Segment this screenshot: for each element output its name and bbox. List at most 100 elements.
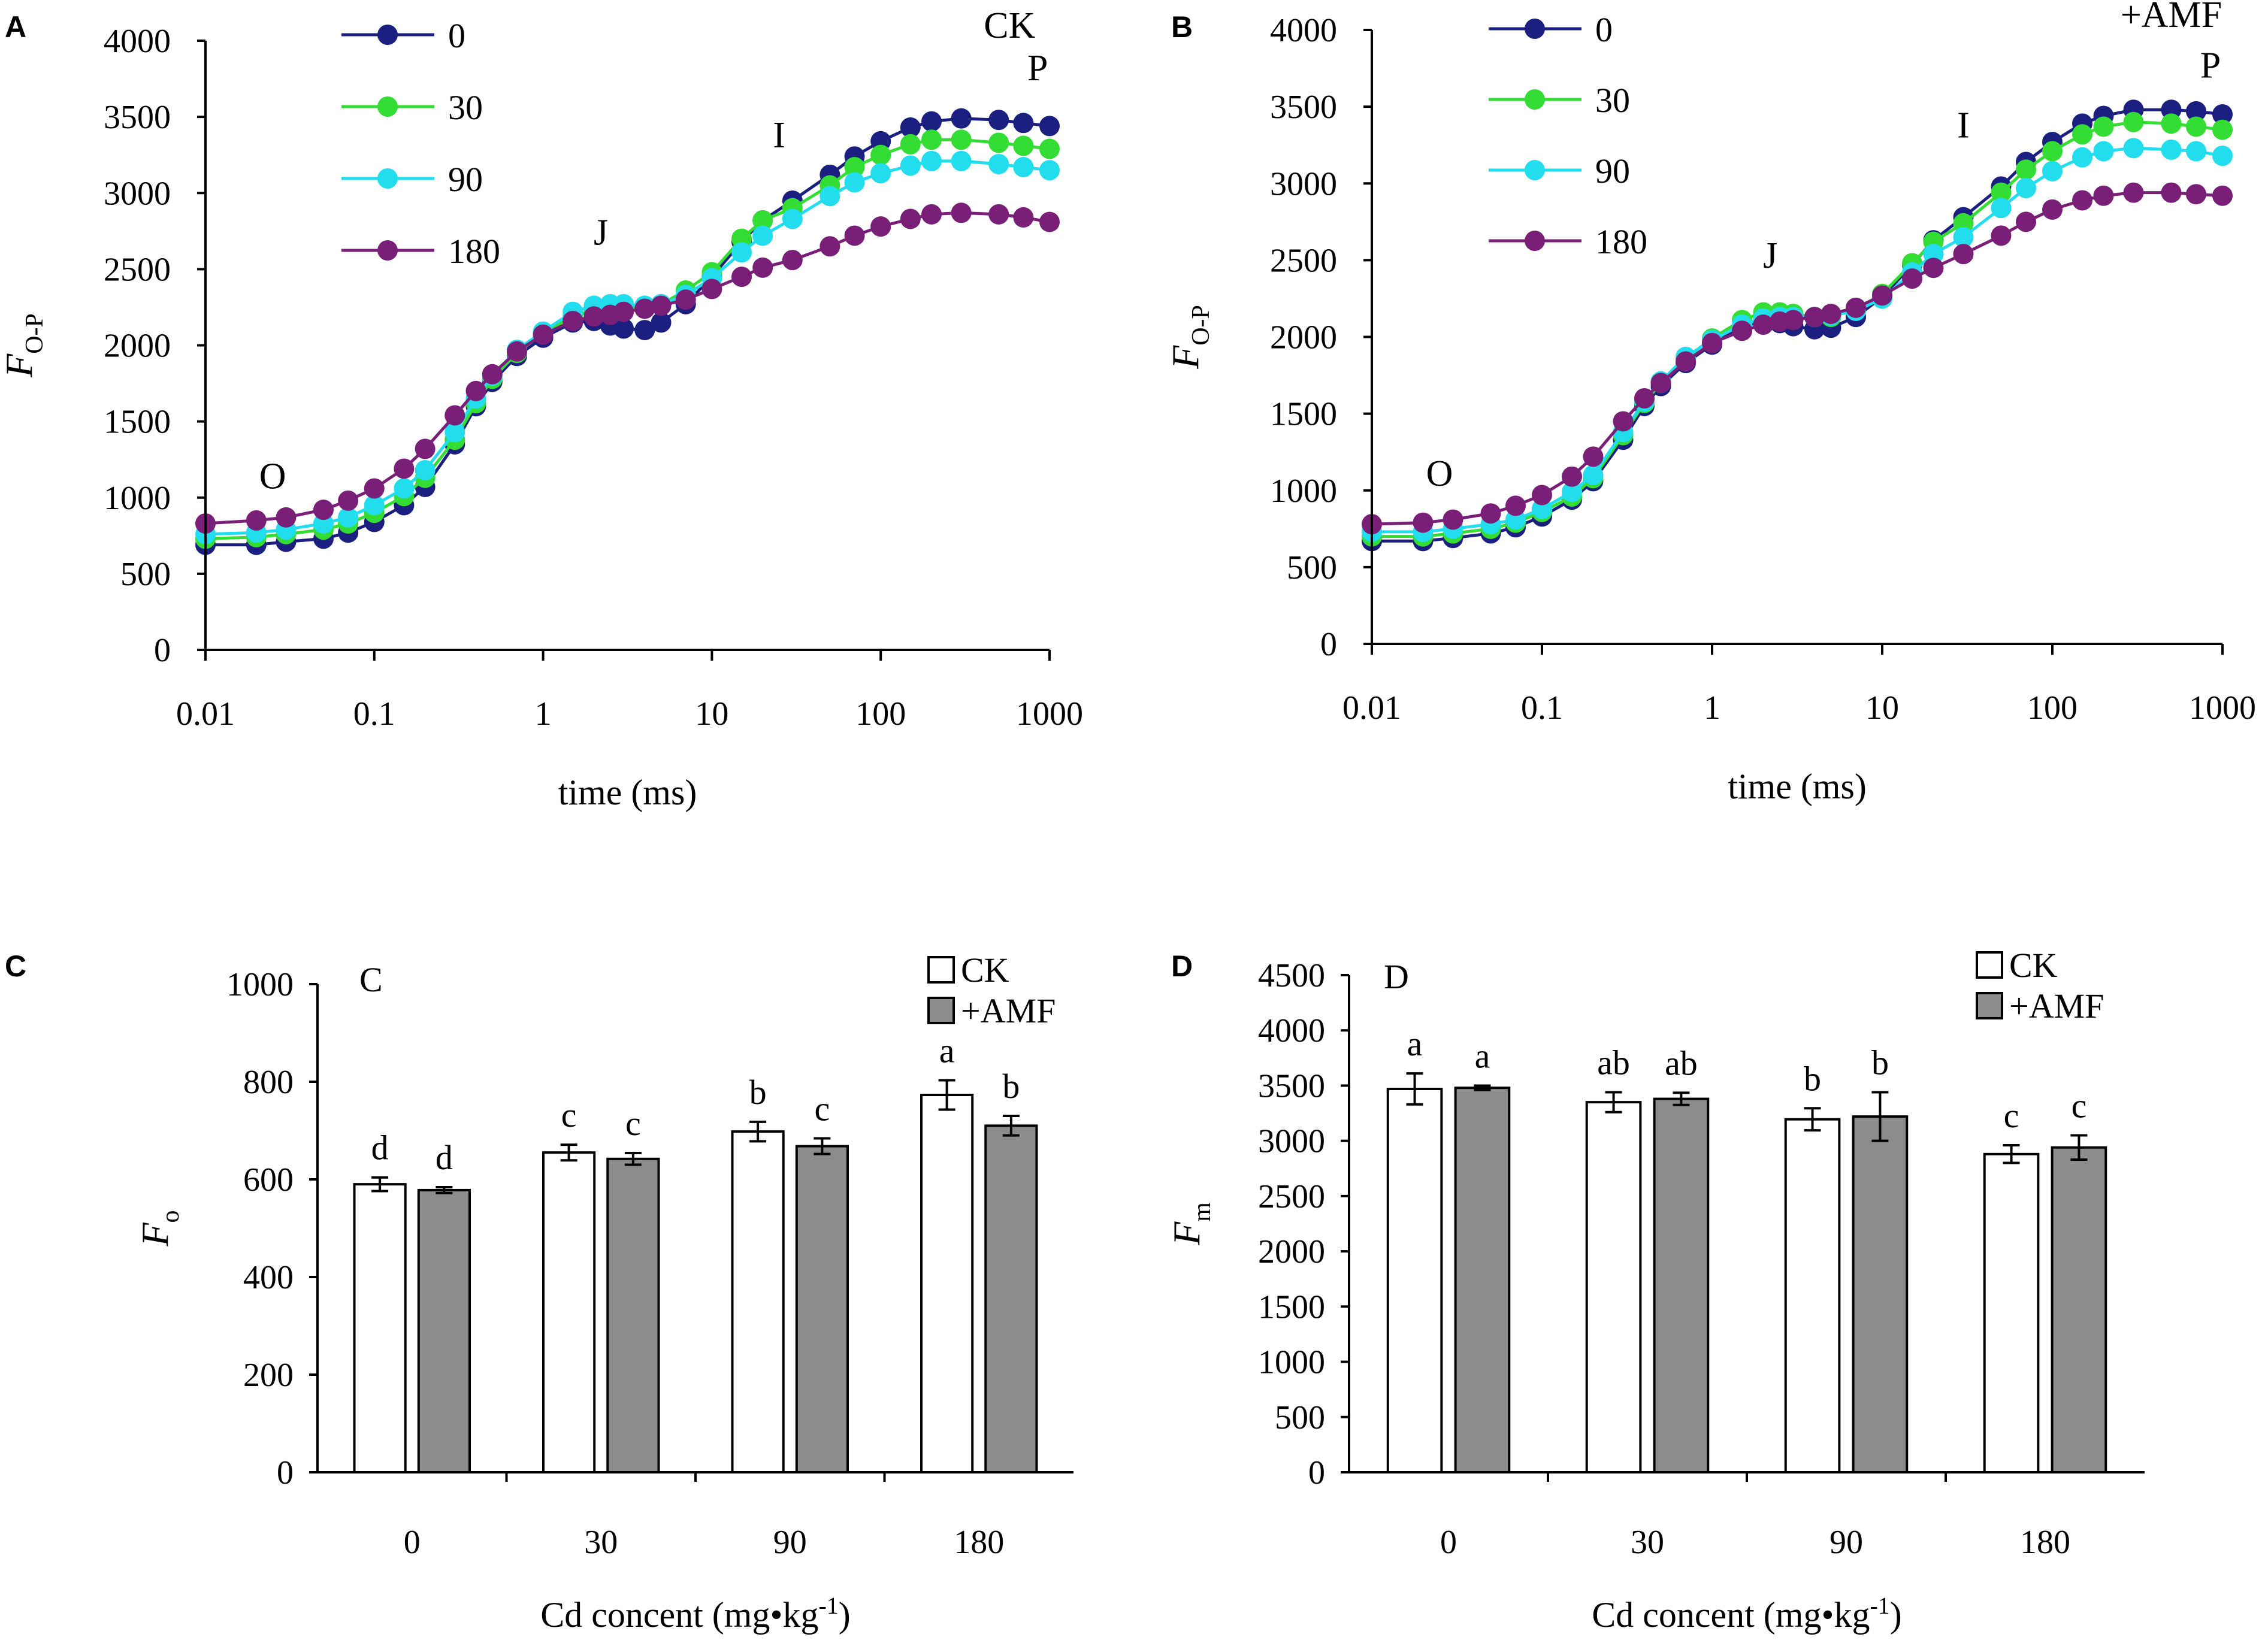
data-point-30 xyxy=(752,210,773,231)
legend-marker-180 xyxy=(377,240,398,261)
legend-label-90: 90 xyxy=(448,160,483,199)
y-tick-label-3000: 3000 xyxy=(1270,165,1337,202)
panel-letter-d: D xyxy=(1171,949,1193,983)
data-point-30 xyxy=(988,132,1009,153)
data-point-180 xyxy=(2123,182,2144,203)
x-tick-label-0: 0 xyxy=(404,1524,421,1561)
data-point-180 xyxy=(2161,182,2182,203)
bar-amf-30 xyxy=(606,1157,660,1473)
y-tick-label-600: 600 xyxy=(243,1161,294,1199)
data-point-90 xyxy=(2123,138,2144,159)
legend-label-ck: CK xyxy=(961,951,1009,990)
y-tick-label-500: 500 xyxy=(120,556,171,593)
x-tick-label-30: 30 xyxy=(1631,1524,1664,1561)
data-point-180 xyxy=(675,289,696,310)
data-point-180 xyxy=(921,204,942,225)
data-point-90 xyxy=(2186,141,2207,162)
y-tick-label-2000: 2000 xyxy=(104,328,171,365)
data-point-90 xyxy=(731,242,752,263)
y-axis-label: Fo xyxy=(134,1210,185,1246)
data-point-30 xyxy=(1013,135,1034,156)
y-tick-label-0: 0 xyxy=(277,1454,294,1491)
series-line-180 xyxy=(1371,191,2223,526)
data-point-0 xyxy=(921,111,942,132)
y-tick-label-4000: 4000 xyxy=(104,23,171,60)
y-tick-label-1500: 1500 xyxy=(1270,396,1337,433)
y-tick-label-4000: 4000 xyxy=(1258,1012,1325,1049)
legend-label-180: 180 xyxy=(1595,222,1647,261)
data-point-180 xyxy=(701,279,722,299)
legend-swatch-amf xyxy=(1976,992,2003,1019)
data-point-180 xyxy=(563,310,583,331)
x-axis-label: Cd concent (mg•kg-1) xyxy=(1592,1592,1902,1635)
data-point-180 xyxy=(1872,285,1892,306)
data-point-180 xyxy=(752,257,773,278)
x-tick-label-30: 30 xyxy=(584,1524,618,1561)
y-axis-label: FO-P xyxy=(0,313,49,378)
x-tick-label-0-1: 0.1 xyxy=(353,695,395,733)
y-axis-label-sub: m xyxy=(1189,1202,1216,1222)
data-point-180 xyxy=(1413,512,1434,533)
data-point-90 xyxy=(921,150,942,171)
legend-swatch-ck xyxy=(1976,951,2003,979)
y-tick-label-0: 0 xyxy=(1308,1454,1325,1491)
y-tick-label-2000: 2000 xyxy=(1258,1233,1325,1270)
significance-letter-ck-180: a xyxy=(939,1031,955,1070)
series-line-90 xyxy=(1372,146,2223,534)
data-point-30 xyxy=(1039,138,1060,159)
data-point-90 xyxy=(951,150,972,171)
data-point-180 xyxy=(338,490,359,511)
y-tick-label-200: 200 xyxy=(243,1357,294,1394)
legend: CK+AMF xyxy=(927,951,1056,1030)
phase-label-o: O xyxy=(1426,453,1453,494)
x-axis-label-end: ) xyxy=(839,1595,851,1635)
significance-letter-ck-30: c xyxy=(561,1096,577,1134)
data-point-30 xyxy=(2042,141,2063,162)
y-tick-label-0: 0 xyxy=(1320,626,1337,663)
panel-letter-c: C xyxy=(5,949,26,983)
series-layer xyxy=(195,108,1060,555)
x-axis-label: time (ms) xyxy=(558,773,697,812)
y-tick-label-1000: 1000 xyxy=(104,480,171,517)
legend-marker-0 xyxy=(377,25,398,45)
significance-letter-amf-0: d xyxy=(436,1138,453,1177)
y-tick-label-4500: 4500 xyxy=(1258,957,1325,994)
bar-ck-0 xyxy=(1386,1087,1443,1473)
y-tick-label-3500: 3500 xyxy=(104,99,171,136)
data-point-0 xyxy=(1039,116,1060,137)
y-axis-label-sub: o xyxy=(157,1210,185,1223)
legend-label-ck: CK xyxy=(2009,946,2058,985)
significance-letter-amf-180: c xyxy=(2072,1086,2087,1125)
data-point-0 xyxy=(951,108,972,129)
y-tick-label-3500: 3500 xyxy=(1270,89,1337,126)
legend-marker-30 xyxy=(1525,89,1545,110)
bars-layer: a a ab ab b b c c xyxy=(1386,1024,2107,1474)
y-axis-label-sub: O-P xyxy=(1187,305,1215,346)
legend-label-amf: +AMF xyxy=(961,991,1056,1030)
data-point-0 xyxy=(900,117,921,138)
significance-letter-ck-0: a xyxy=(1407,1024,1423,1063)
legend-label-30: 30 xyxy=(448,88,483,127)
y-tick-label-500: 500 xyxy=(1287,549,1337,586)
data-point-180 xyxy=(465,380,486,401)
data-point-30 xyxy=(900,134,921,155)
y-tick-label-3500: 3500 xyxy=(1258,1067,1325,1105)
data-point-0 xyxy=(1013,113,1034,134)
data-point-180 xyxy=(1613,411,1634,432)
data-point-180 xyxy=(1821,304,1841,325)
significance-letter-amf-30: ab xyxy=(1665,1043,1698,1082)
legend-marker-90 xyxy=(1525,160,1545,180)
x-tick-label-100: 100 xyxy=(855,695,906,733)
phase-label-o: O xyxy=(259,456,286,497)
legend-label-30: 30 xyxy=(1595,81,1630,120)
data-point-90 xyxy=(844,172,865,193)
panel-inset-label: C xyxy=(359,960,383,999)
y-tick-label-1000: 1000 xyxy=(1258,1344,1325,1381)
legend-swatch-amf xyxy=(927,997,955,1024)
data-point-90 xyxy=(2042,161,2063,181)
data-point-30 xyxy=(951,129,972,150)
bar-ck-180 xyxy=(920,1094,974,1473)
series-layer xyxy=(1362,99,2233,552)
data-point-0 xyxy=(651,312,672,333)
series-line-30 xyxy=(205,138,1050,540)
